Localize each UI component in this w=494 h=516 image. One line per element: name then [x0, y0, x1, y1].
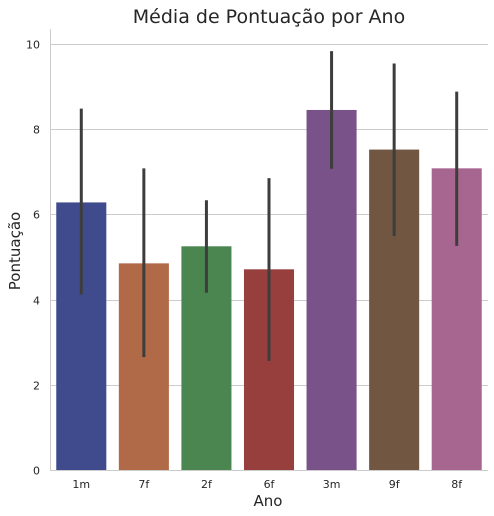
x-tick-label: 1m — [72, 478, 90, 491]
y-tick-label: 0 — [33, 465, 40, 478]
x-tick-label: 7f — [138, 478, 150, 491]
x-tick-label: 6f — [264, 478, 276, 491]
y-tick-label: 10 — [26, 39, 40, 52]
x-tick-labels: 1m 7f 2f 6f 3m 9f 8f — [72, 478, 463, 491]
y-tick-label: 8 — [33, 124, 40, 137]
y-tick-labels: 0 2 4 6 8 10 — [26, 39, 40, 478]
x-tick-label: 9f — [389, 478, 401, 491]
y-tick-label: 2 — [33, 380, 40, 393]
x-axis-label: Ano — [254, 492, 283, 510]
x-tick-label: 2f — [201, 478, 213, 491]
y-axis-label: Pontuação — [6, 212, 24, 290]
x-tick-label: 3m — [323, 478, 341, 491]
x-tick-label: 8f — [451, 478, 463, 491]
y-tick-label: 6 — [33, 209, 40, 222]
y-tick-label: 4 — [33, 295, 40, 308]
chart-title: Média de Pontuação por Ano — [133, 6, 405, 28]
